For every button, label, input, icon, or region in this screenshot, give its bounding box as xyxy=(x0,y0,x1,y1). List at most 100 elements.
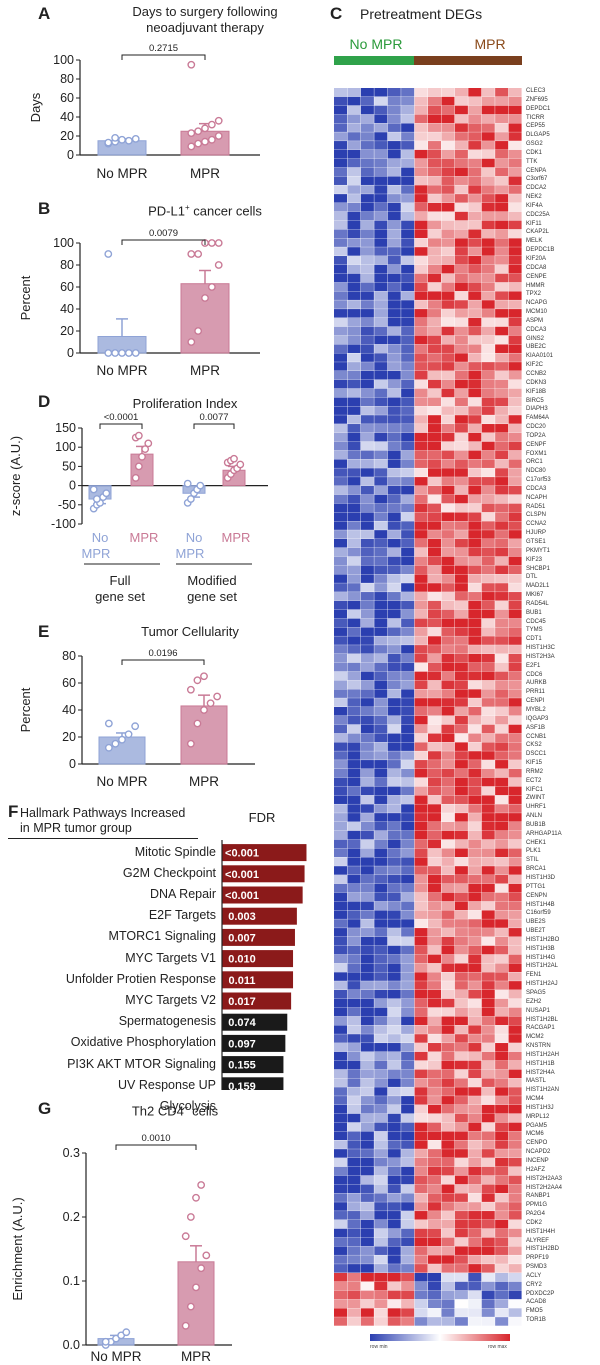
C-heatmap-cell xyxy=(334,149,348,159)
C-heatmap-cell xyxy=(347,910,361,919)
C-heatmap-cell xyxy=(468,149,482,159)
C-heatmap-cell xyxy=(454,963,468,972)
C-heatmap-cell xyxy=(454,538,468,548)
C-heatmap-cell xyxy=(495,309,509,318)
C-heatmap-cell xyxy=(360,804,374,813)
panel-f-row-label: MYC Targets V2 xyxy=(125,993,216,1007)
C-heatmap-cell xyxy=(481,441,495,451)
C-heatmap-cell xyxy=(347,229,361,239)
C-heatmap-cell xyxy=(414,1255,428,1264)
C-heatmap-cell xyxy=(508,574,522,583)
C-heatmap-cell xyxy=(454,804,468,813)
C-heatmap-cell xyxy=(495,1175,509,1185)
panel-c-gene-label: MELK xyxy=(526,238,543,245)
C-heatmap-cell xyxy=(347,282,361,292)
C-heatmap-cell xyxy=(508,618,522,628)
C-heatmap-cell xyxy=(374,989,388,999)
C-heatmap-cell xyxy=(441,786,455,796)
C-heatmap-cell xyxy=(428,105,442,115)
C-heatmap-cell xyxy=(387,786,401,796)
C-heatmap-cell xyxy=(401,229,415,239)
C-heatmap-cell xyxy=(508,415,522,424)
C-heatmap-cell xyxy=(414,485,428,495)
C-heatmap-cell xyxy=(454,229,468,239)
C-heatmap-cell xyxy=(441,724,455,734)
C-heatmap-cell xyxy=(334,450,348,460)
C-heatmap-cell xyxy=(441,636,455,645)
panel-c-gene-label: HIST1H3B xyxy=(526,945,555,952)
C-heatmap-cell xyxy=(387,963,401,972)
C-heatmap-cell xyxy=(401,415,415,424)
C-heatmap-cell xyxy=(441,114,455,124)
C-heatmap-cell xyxy=(334,220,348,230)
panel-c-gene-label: HIST1H3J xyxy=(526,1104,554,1111)
C-heatmap-cell xyxy=(401,653,415,663)
C-heatmap-cell xyxy=(334,768,348,778)
C-heatmap-cell xyxy=(428,202,442,212)
C-heatmap-cell xyxy=(347,1211,361,1220)
C-heatmap-cell xyxy=(481,538,495,548)
C-heatmap-cell xyxy=(441,1281,455,1291)
C-heatmap-cell xyxy=(347,751,361,760)
C-heatmap-cell xyxy=(495,353,509,362)
C-heatmap-cell xyxy=(508,875,522,884)
C-heatmap-cell xyxy=(374,556,388,566)
C-heatmap-cell xyxy=(360,1122,374,1132)
C-heatmap-cell xyxy=(401,963,415,972)
C-heatmap-cell xyxy=(508,530,522,539)
C-heatmap-cell xyxy=(387,848,401,858)
C-heatmap-cell xyxy=(414,238,428,247)
C-heatmap-cell xyxy=(334,485,348,495)
C-heatmap-cell xyxy=(468,821,482,831)
C-heatmap-cell xyxy=(428,653,442,663)
C-heatmap-cell xyxy=(441,1166,455,1176)
C-heatmap-cell xyxy=(468,238,482,247)
C-heatmap-cell xyxy=(401,167,415,177)
panel-c-gene-label: BUB1 xyxy=(526,609,542,616)
C-heatmap-cell xyxy=(401,432,415,442)
C-heatmap-cell xyxy=(454,883,468,893)
B-data-point xyxy=(194,327,203,335)
C-heatmap-cell xyxy=(334,132,348,141)
C-heatmap-cell xyxy=(481,1219,495,1229)
C-heatmap-cell xyxy=(428,185,442,194)
C-heatmap-cell xyxy=(360,149,374,159)
B-data-point xyxy=(207,239,216,247)
C-heatmap-cell xyxy=(414,768,428,778)
C-heatmap-cell xyxy=(360,229,374,239)
C-heatmap-cell xyxy=(481,662,495,672)
C-heatmap-cell xyxy=(495,972,509,981)
C-heatmap-cell xyxy=(441,945,455,955)
C-heatmap-cell xyxy=(347,238,361,247)
C-heatmap-cell xyxy=(481,813,495,822)
C-heatmap-cell xyxy=(468,1157,482,1167)
C-heatmap-cell xyxy=(468,751,482,760)
C-heatmap-cell xyxy=(468,875,482,884)
C-heatmap-cell xyxy=(441,804,455,813)
C-heatmap-cell xyxy=(360,618,374,628)
C-heatmap-cell xyxy=(454,583,468,592)
C-heatmap-cell xyxy=(334,662,348,672)
C-heatmap-cell xyxy=(401,344,415,353)
C-heatmap-cell xyxy=(401,1113,415,1123)
C-heatmap-cell xyxy=(428,883,442,893)
C-heatmap-cell xyxy=(401,1157,415,1167)
panel-c-gene-label: HMMR xyxy=(526,282,545,289)
A-data-point xyxy=(207,135,216,144)
C-heatmap-cell xyxy=(347,653,361,663)
C-heatmap-cell xyxy=(401,1051,415,1061)
C-heatmap-cell xyxy=(414,1264,428,1273)
C-heatmap-cell xyxy=(428,406,442,415)
C-heatmap-cell xyxy=(334,494,348,504)
C-heatmap-cell xyxy=(454,998,468,1008)
C-heatmap-cell xyxy=(387,1299,401,1309)
C-heatmap-cell xyxy=(360,998,374,1008)
C-heatmap-cell xyxy=(428,211,442,221)
C-heatmap-cell xyxy=(468,883,482,893)
C-heatmap-cell xyxy=(495,680,509,690)
panel-c-gene-label: ACLY xyxy=(526,1272,542,1279)
C-heatmap-cell xyxy=(414,494,428,504)
C-heatmap-cell xyxy=(441,1272,455,1282)
C-heatmap-cell xyxy=(334,459,348,468)
C-heatmap-cell xyxy=(347,220,361,230)
